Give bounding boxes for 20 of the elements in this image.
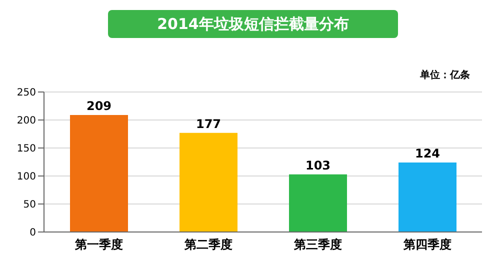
y-tick-label: 0 [30, 228, 36, 239]
data-label: 209 [86, 98, 112, 113]
y-tick-label: 250 [16, 88, 36, 99]
x-tick-label: 第一季度 [74, 238, 123, 252]
bar [398, 162, 456, 232]
x-tick-label: 第四季度 [402, 238, 452, 252]
bar [180, 132, 238, 232]
y-tick-label: 150 [16, 144, 36, 155]
x-tick-label: 第三季度 [292, 238, 342, 252]
y-tick-label: 100 [16, 172, 36, 183]
y-tick-label: 50 [23, 200, 36, 211]
data-label: 103 [305, 158, 331, 172]
text: 单位：亿条 [420, 68, 470, 82]
data-label: 177 [196, 116, 222, 131]
data-label: 124 [414, 146, 440, 161]
chart-title: 2014年垃圾短信拦截量分布 [108, 10, 398, 38]
y-tick-label: 200 [16, 116, 36, 127]
x-tick-label: 第二季度 [183, 238, 232, 252]
bar [70, 114, 128, 232]
bar [289, 174, 347, 232]
